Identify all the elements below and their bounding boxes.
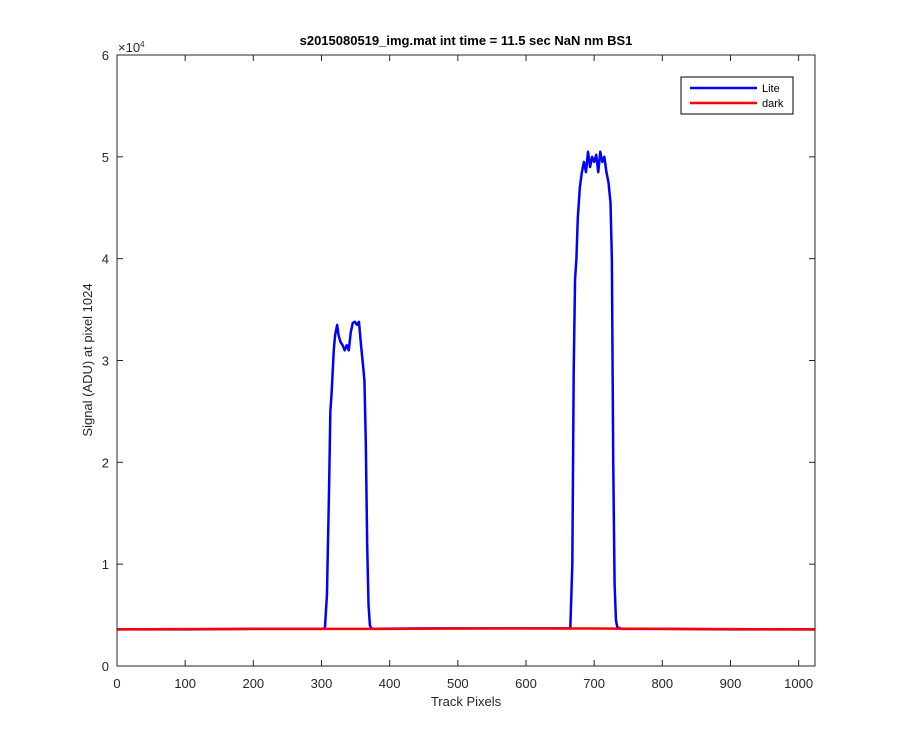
legend-label-lite: Lite bbox=[762, 83, 780, 95]
y-axis-exponent: ×104 bbox=[118, 40, 145, 55]
x-axis-label: Track Pixels bbox=[431, 694, 502, 709]
legend-label-dark: dark bbox=[762, 98, 784, 110]
y-tick-label: 5 bbox=[102, 150, 109, 165]
chart-title: s2015080519_img.mat int time = 11.5 sec … bbox=[300, 33, 633, 48]
plot-background bbox=[117, 55, 815, 666]
x-tick-label: 1000 bbox=[784, 676, 813, 691]
x-tick-label: 700 bbox=[583, 676, 605, 691]
y-tick-label: 2 bbox=[102, 455, 109, 470]
y-axis-exponent-base: ×10 bbox=[118, 40, 140, 55]
x-tick-label: 400 bbox=[379, 676, 401, 691]
y-axis-exponent-power: 4 bbox=[140, 40, 145, 49]
series-group bbox=[116, 150, 816, 631]
y-tick-label: 0 bbox=[102, 659, 109, 674]
x-tick-label: 600 bbox=[515, 676, 537, 691]
series-line-dark bbox=[116, 627, 816, 631]
x-tick-label: 100 bbox=[174, 676, 196, 691]
y-tick-label: 6 bbox=[102, 48, 109, 63]
legend: Lite dark bbox=[680, 76, 794, 115]
y-tick-label: 4 bbox=[102, 252, 109, 267]
x-tick-label: 500 bbox=[447, 676, 469, 691]
plot-area: 0 100 200 300 400 500 600 700 800 900 1000 0 1 2 3 4 5 6 bbox=[102, 48, 816, 691]
x-tick-label: 200 bbox=[242, 676, 264, 691]
y-axis-label: Signal (ADU) at pixel 1024 bbox=[80, 283, 95, 436]
y-axis-ticks: 0 1 2 3 4 5 6 bbox=[102, 48, 815, 674]
x-tick-label: 800 bbox=[651, 676, 673, 691]
y-tick-label: 3 bbox=[102, 354, 109, 369]
legend-box bbox=[680, 76, 794, 115]
x-tick-label: 300 bbox=[311, 676, 333, 691]
x-tick-label: 0 bbox=[113, 676, 120, 691]
y-tick-label: 1 bbox=[102, 557, 109, 572]
x-tick-label: 900 bbox=[720, 676, 742, 691]
x-axis-ticks: 0 100 200 300 400 500 600 700 800 900 1000 bbox=[113, 55, 813, 691]
